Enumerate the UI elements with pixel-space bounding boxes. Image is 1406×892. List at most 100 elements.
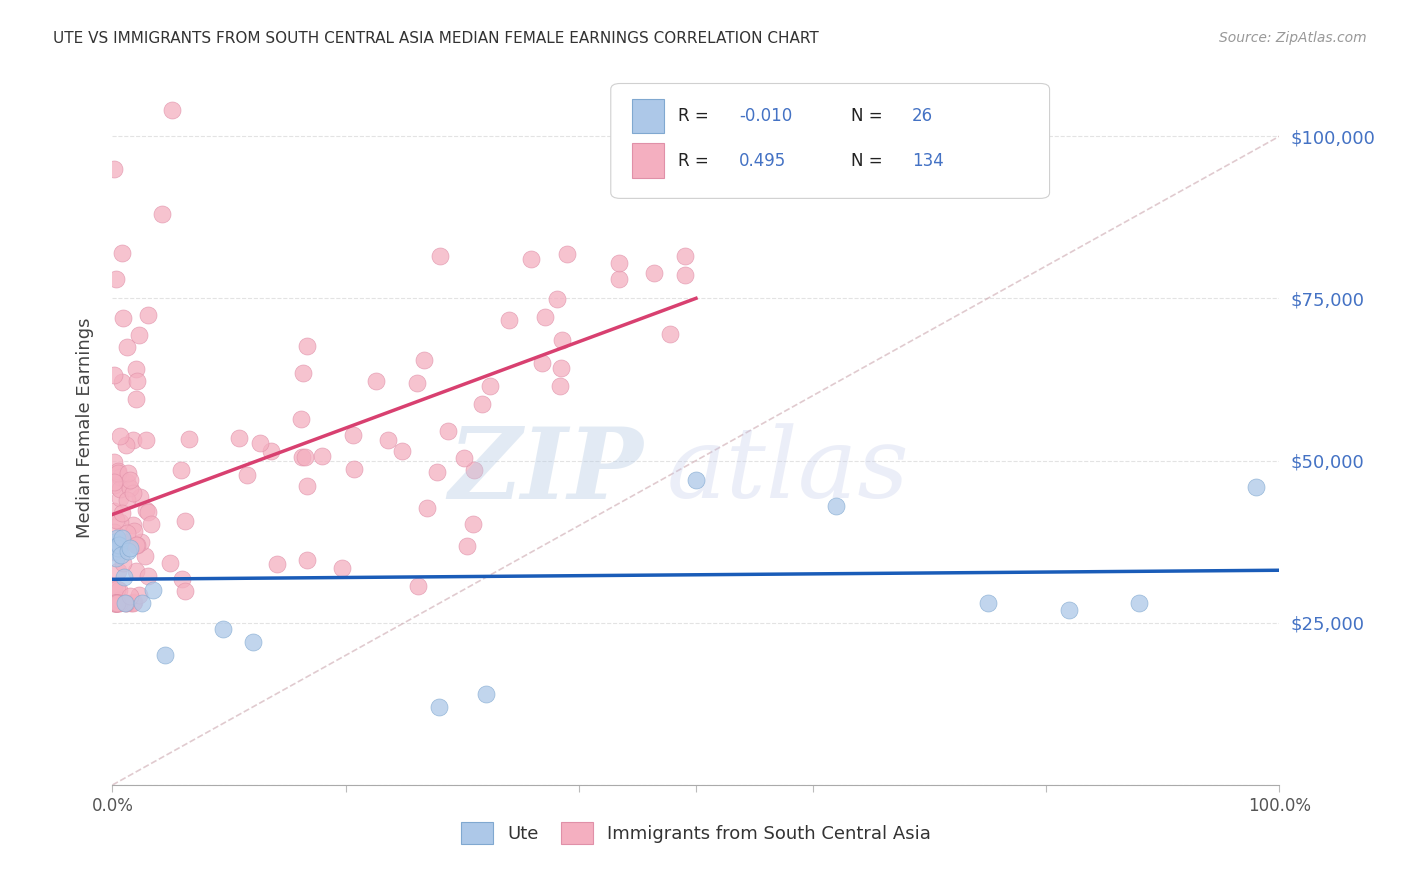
Point <box>479 379 502 393</box>
Point <box>131 596 153 610</box>
Point <box>118 541 141 556</box>
Text: 0.495: 0.495 <box>740 152 786 169</box>
Point <box>1128 596 1150 610</box>
Point <box>105 596 128 610</box>
Point <box>673 249 696 263</box>
Point <box>160 103 183 117</box>
Point <box>134 549 156 563</box>
Point <box>104 596 127 610</box>
Point <box>103 455 125 469</box>
Point <box>120 474 142 488</box>
Point <box>128 328 150 343</box>
Point <box>343 462 366 476</box>
Point <box>242 635 264 649</box>
Text: UTE VS IMMIGRANTS FROM SOUTH CENTRAL ASIA MEDIAN FEMALE EARNINGS CORRELATION CHA: UTE VS IMMIGRANTS FROM SOUTH CENTRAL ASI… <box>53 31 820 46</box>
Text: 134: 134 <box>912 152 943 169</box>
Point <box>413 352 436 367</box>
Point <box>685 473 707 487</box>
Text: N =: N = <box>851 152 889 169</box>
FancyBboxPatch shape <box>610 84 1049 198</box>
Point <box>294 450 316 464</box>
Point <box>124 392 146 406</box>
Point <box>105 582 128 596</box>
Point <box>125 374 148 388</box>
Point <box>107 541 129 555</box>
Point <box>115 475 138 490</box>
Point <box>115 438 138 452</box>
Point <box>122 517 145 532</box>
Point <box>120 590 142 604</box>
Point <box>111 376 134 390</box>
Point <box>463 517 485 532</box>
Point <box>142 583 165 598</box>
Bar <box>631 144 665 178</box>
Point <box>550 361 572 376</box>
Point <box>125 538 148 552</box>
Point <box>107 582 129 597</box>
Point <box>104 513 127 527</box>
Point <box>463 463 485 477</box>
Point <box>122 594 145 608</box>
Point <box>295 553 318 567</box>
Point <box>266 558 288 572</box>
Point <box>110 483 132 497</box>
Point <box>122 485 145 500</box>
Point <box>103 475 125 489</box>
Bar <box>631 99 665 134</box>
Point <box>531 356 554 370</box>
Point <box>107 538 129 552</box>
Point <box>364 375 387 389</box>
Point <box>122 433 145 447</box>
Point <box>557 247 579 261</box>
Point <box>456 540 478 554</box>
Point <box>122 596 145 610</box>
Text: atlas: atlas <box>666 424 910 518</box>
Point <box>104 596 127 610</box>
Point <box>103 478 125 492</box>
Point <box>548 379 571 393</box>
Point <box>290 412 312 426</box>
Text: 26: 26 <box>912 107 934 125</box>
Point <box>103 534 125 549</box>
Point <box>297 479 319 493</box>
Point <box>108 596 131 610</box>
Point <box>645 175 668 189</box>
Point <box>406 579 429 593</box>
Point <box>104 550 127 565</box>
Point <box>117 466 139 480</box>
Point <box>107 564 129 578</box>
Text: N =: N = <box>851 107 889 125</box>
Point <box>520 252 543 266</box>
Point <box>118 481 141 495</box>
Point <box>103 545 125 559</box>
Point <box>110 506 132 520</box>
Point <box>426 465 449 479</box>
Point <box>122 524 145 539</box>
Point <box>427 700 450 714</box>
Point <box>292 366 315 380</box>
Point <box>107 592 129 607</box>
Point <box>108 596 131 610</box>
Point <box>297 338 319 352</box>
Point <box>976 596 998 610</box>
Point <box>429 249 451 263</box>
Point <box>105 272 128 286</box>
Point <box>112 535 135 549</box>
Point <box>108 538 131 552</box>
Point <box>105 596 128 610</box>
Point <box>658 327 681 342</box>
Point <box>471 396 494 410</box>
Point <box>311 450 333 464</box>
Point <box>546 292 568 306</box>
Text: ZIP: ZIP <box>449 423 644 519</box>
Point <box>105 596 128 610</box>
Point <box>103 582 125 597</box>
Point <box>108 429 131 443</box>
Point <box>115 525 138 540</box>
Point <box>129 491 152 505</box>
Point <box>127 539 149 553</box>
Point <box>112 556 135 570</box>
Point <box>1059 603 1081 617</box>
Point <box>103 503 125 517</box>
Text: R =: R = <box>679 107 714 125</box>
